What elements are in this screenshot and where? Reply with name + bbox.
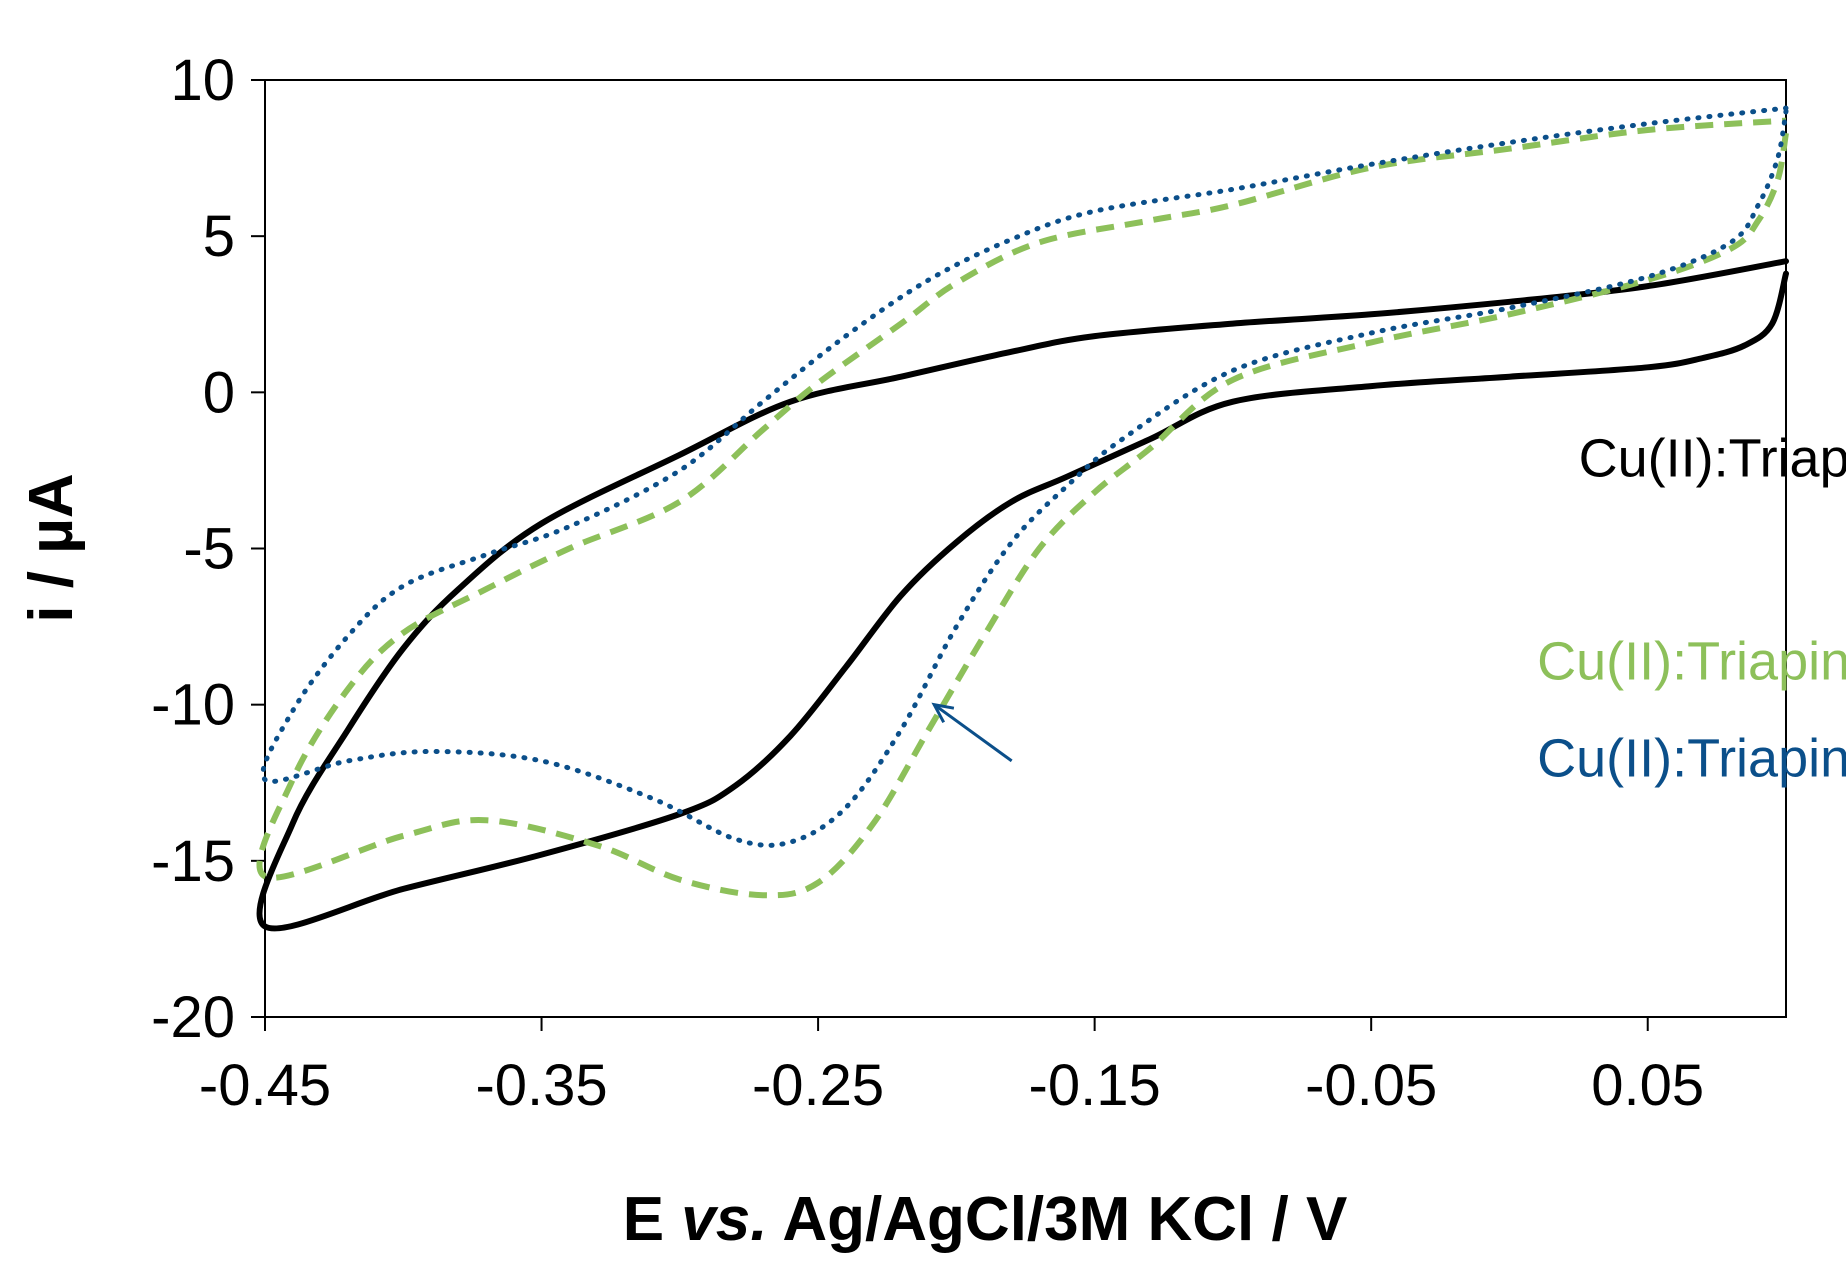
annotation-arrow-line (933, 703, 1013, 763)
y-tick-label: 10 (170, 48, 235, 113)
series-annotation: Cu(II):Triapine:DAHK (1:1:2) (1537, 729, 1846, 789)
series-annotation: Cu(II):Triapine (1:1) (1579, 429, 1846, 489)
x-tick-label: -0.35 (475, 1053, 607, 1118)
x-axis-ticks: -0.45 -0.35 -0.25 -0.15 -0.05 0.05 (199, 1017, 1704, 1118)
series-line-cu-ii-triapine-dahk-1-1-1 (256, 117, 1789, 899)
series-line-cu-ii-triapine-1-1 (256, 258, 1789, 932)
y-axis-title: i / µA (17, 473, 86, 622)
series-annotation: Cu(II):Triapine:DAHK (1:1:1) (1537, 632, 1846, 692)
y-tick-label: -15 (151, 829, 235, 894)
x-tick-label: -0.25 (752, 1053, 884, 1118)
x-tick-label: 0.05 (1591, 1053, 1704, 1118)
y-tick-label: 0 (203, 360, 235, 425)
series-layer (256, 105, 1789, 932)
series-line-cu-ii-triapine-dahk-1-1-2 (260, 105, 1789, 848)
x-axis-title: E vs. Ag/AgCl/3M KCl / V (623, 1185, 1348, 1254)
y-tick-label: -10 (151, 673, 235, 738)
x-tick-label: -0.45 (199, 1053, 331, 1118)
y-tick-label: 5 (203, 204, 235, 269)
annotation-layer: Cu(II):Triapine (1:1) Cu(II):Triapine:DAH… (931, 429, 1846, 789)
x-tick-label: -0.15 (1029, 1053, 1161, 1118)
annotation-arrow-head (931, 702, 955, 724)
x-tick-label: -0.05 (1305, 1053, 1437, 1118)
plot-area (264, 79, 1787, 1018)
y-tick-label: -5 (183, 517, 235, 582)
y-tick-label: -20 (151, 985, 235, 1050)
y-axis-ticks: -20 -15 -10 -5 0 5 10 (151, 48, 265, 1050)
